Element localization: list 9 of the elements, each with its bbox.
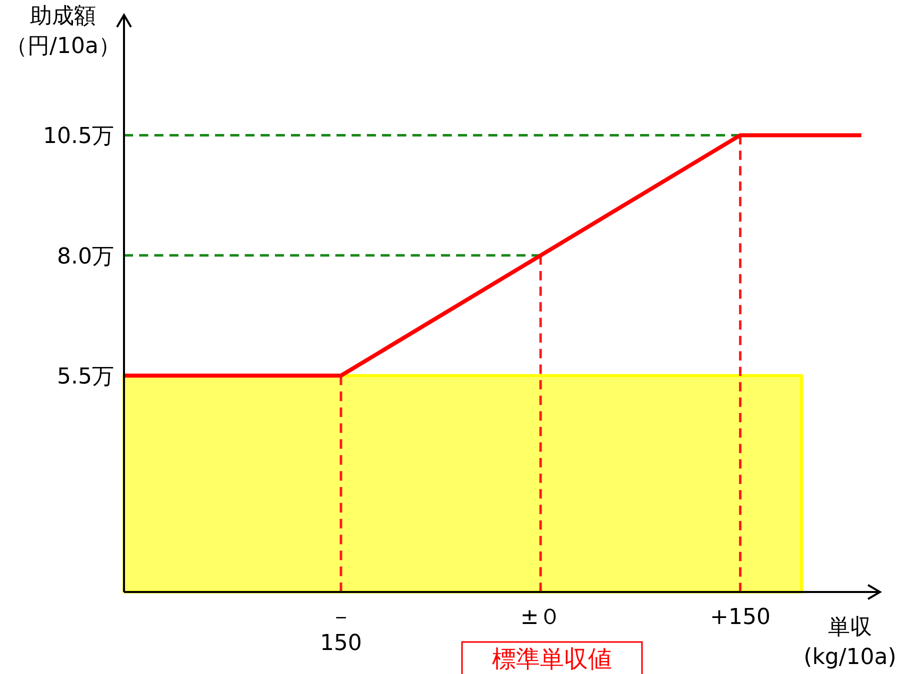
y-tick-label: 8.0万 (57, 244, 114, 270)
y-tick-label: 5.5万 (57, 364, 114, 390)
x-tick-label: ±０ (520, 605, 561, 630)
x-tick-label: － 150 (320, 605, 362, 656)
y-tick-label: 10.5万 (43, 124, 114, 150)
x-axis-title: 単収 (kg/10a) (804, 615, 896, 670)
y-axis-title: 助成額（円/10a） (4, 3, 122, 61)
text: 標準単収値 (492, 645, 612, 673)
x-tick-label: +150 (710, 605, 770, 630)
